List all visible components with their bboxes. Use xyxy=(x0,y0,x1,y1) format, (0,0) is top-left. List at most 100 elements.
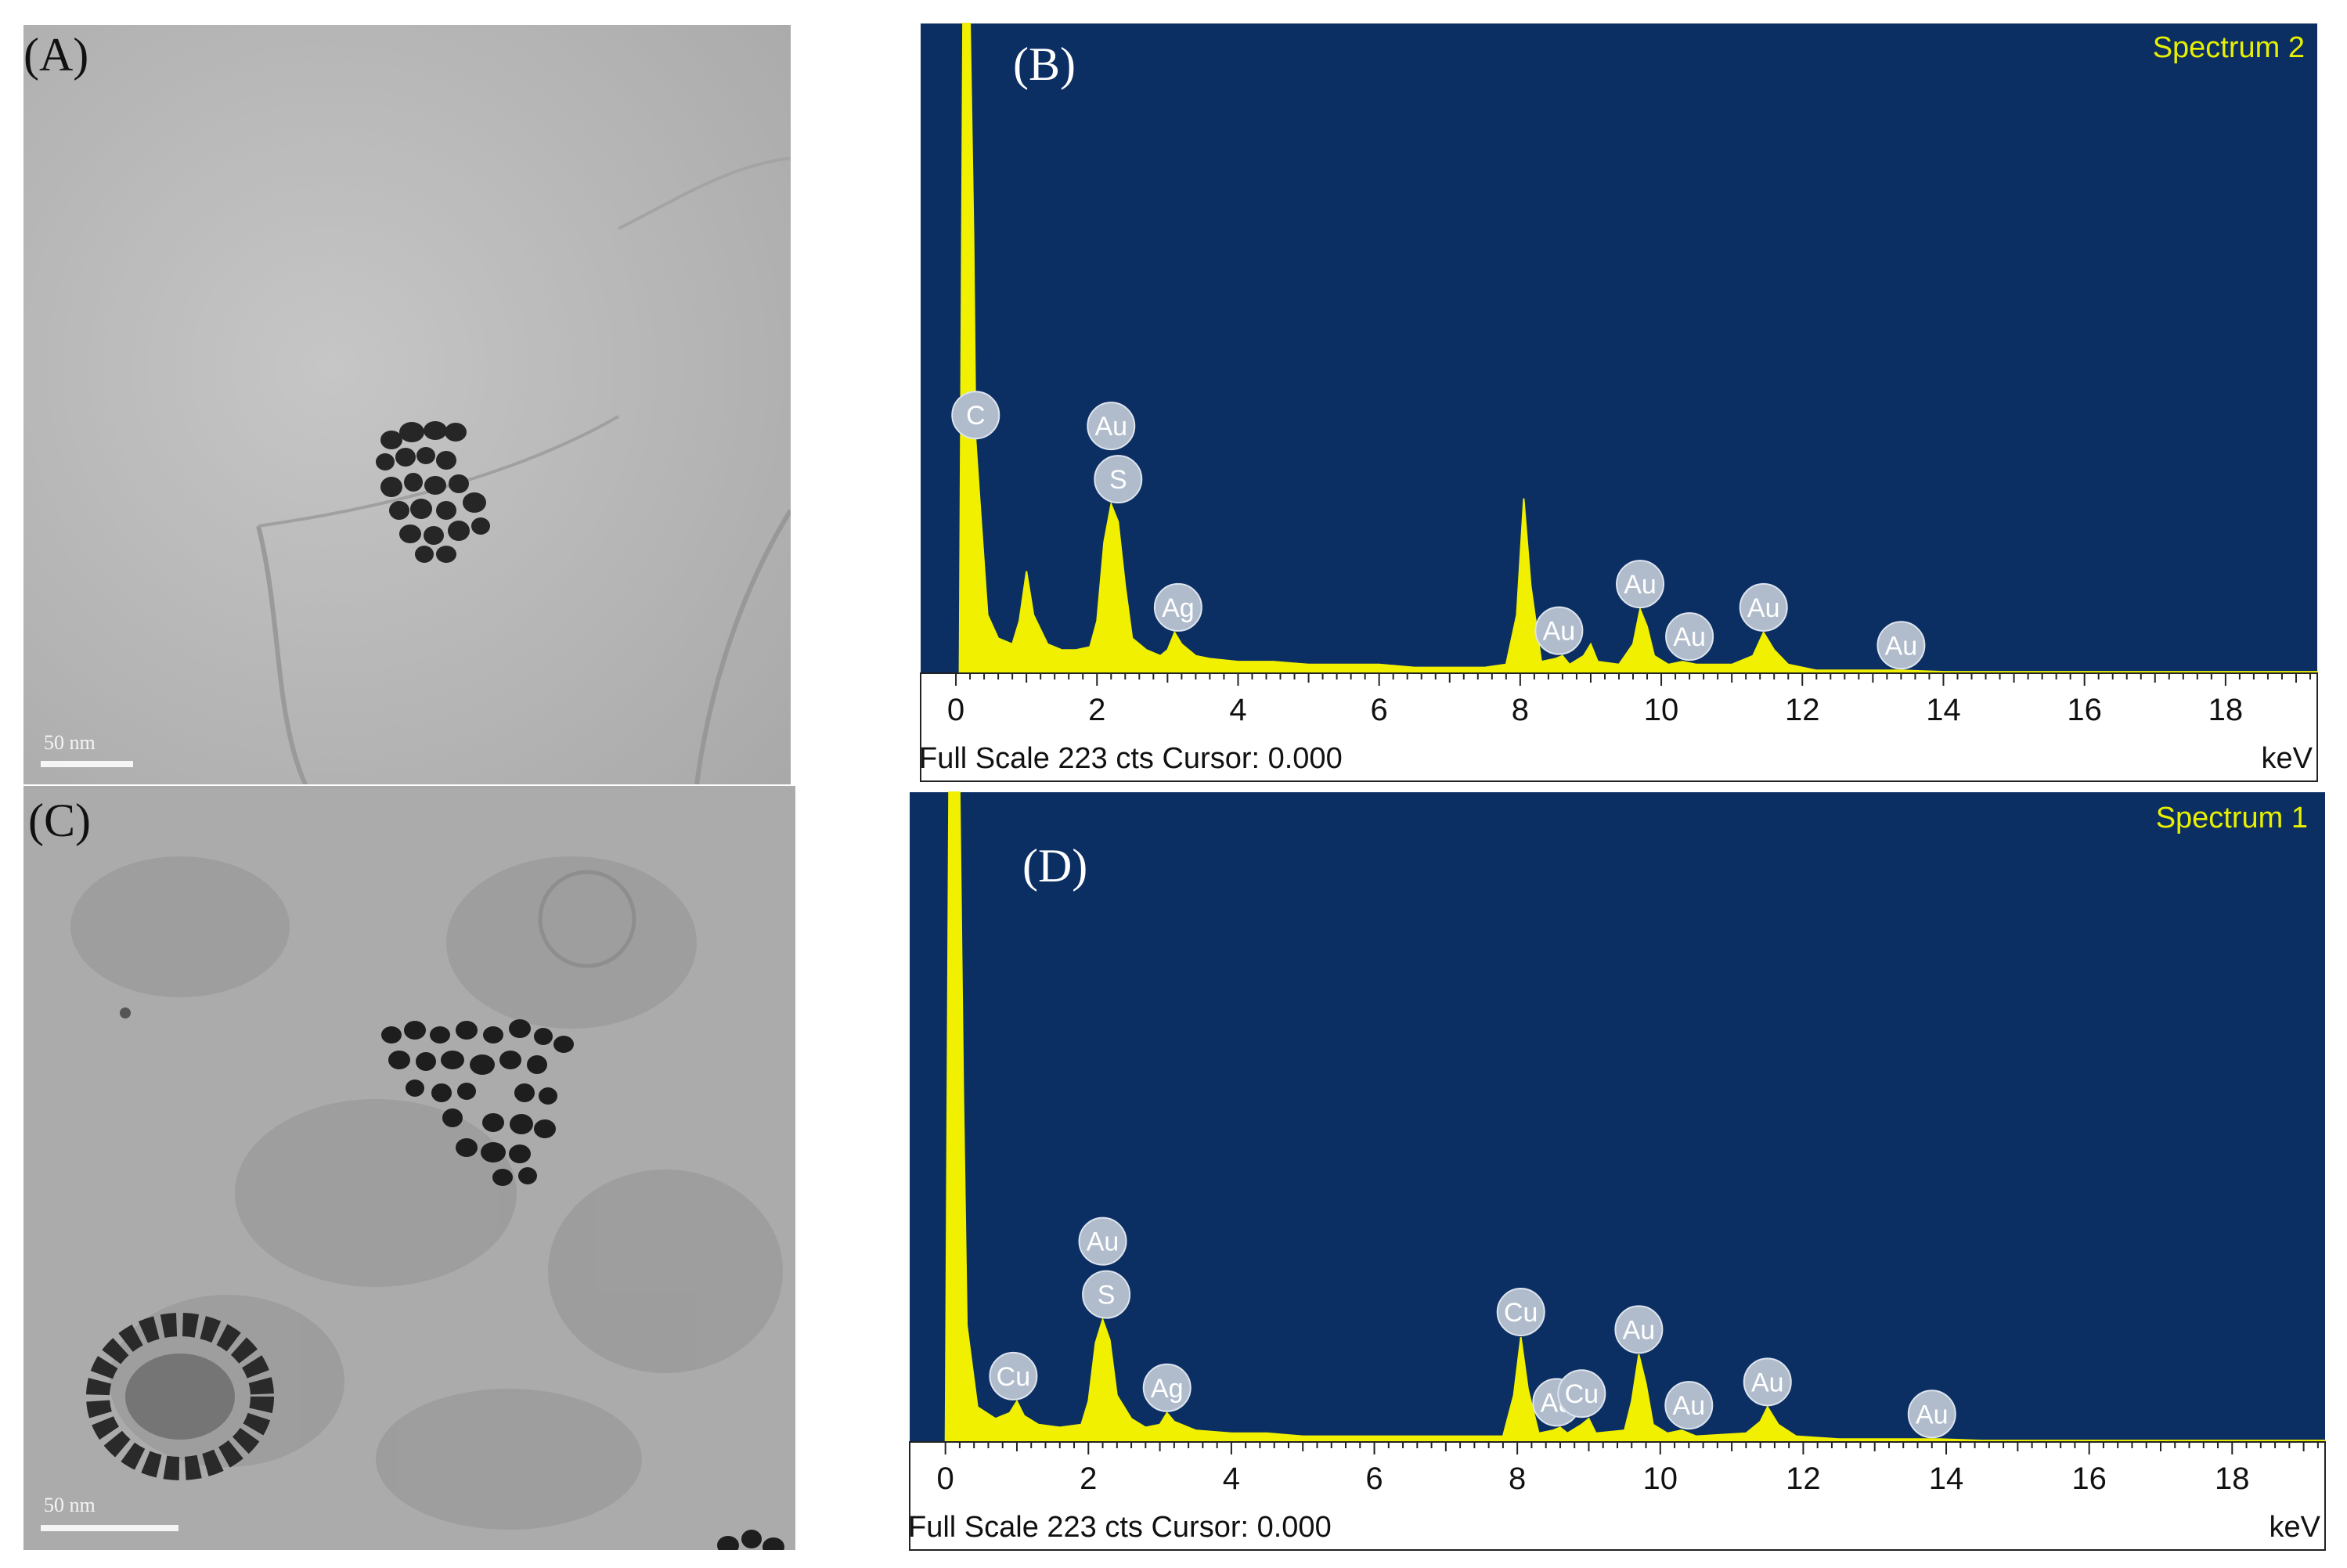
x-tick-label-d: 2 xyxy=(1080,1462,1097,1496)
tem-micrograph-c xyxy=(23,786,795,1550)
peak-bubble-d xyxy=(1142,1363,1192,1412)
peak-element-text-b: Au xyxy=(1543,617,1576,647)
peak-element-text-b: S xyxy=(1109,465,1127,495)
x-tick-label-b: 2 xyxy=(1088,693,1105,727)
peak-label-ag-d: Ag xyxy=(1142,1363,1192,1412)
peak-element-text-d: Cu xyxy=(1504,1298,1538,1328)
peak-label-cu-d: Cu xyxy=(1496,1288,1545,1337)
peak-label-au-b: Au xyxy=(1739,582,1788,632)
peak-label-au-d: Au xyxy=(1907,1390,1956,1439)
peak-bubble-b xyxy=(951,391,1000,440)
peak-element-text-b: Au xyxy=(1624,570,1657,600)
peak-label-c-b: C xyxy=(951,391,1000,440)
x-tick-label-d: 0 xyxy=(937,1462,954,1496)
peak-label-s-b: S xyxy=(1094,455,1143,504)
peak-label-au-b: Au xyxy=(1877,621,1926,670)
peak-element-text-d: Au xyxy=(1623,1315,1656,1345)
spectrum-title-d: Spectrum 1 xyxy=(2155,802,2308,834)
x-tick-label-b: 14 xyxy=(1926,693,1961,727)
x-tick-label-d: 16 xyxy=(2071,1462,2107,1496)
peak-bubble-d xyxy=(1082,1270,1131,1319)
spectrum-area-b xyxy=(956,23,2318,674)
x-tick-label-d: 10 xyxy=(1643,1462,1678,1496)
peak-bubble-b xyxy=(1877,621,1926,670)
x-axis-box-d xyxy=(909,1441,2326,1551)
scale-bar-label-c: 50 nm xyxy=(44,1494,96,1516)
peak-bubble-d xyxy=(1557,1369,1606,1418)
panel-label-a: (A) xyxy=(23,29,89,81)
scale-bar-label-a: 50 nm xyxy=(44,731,96,754)
peak-label-au-b: Au xyxy=(1534,606,1584,655)
x-tick-label-b: 12 xyxy=(1785,693,1820,727)
x-tick-label-b: 4 xyxy=(1229,693,1246,727)
x-tick-label-d: 4 xyxy=(1223,1462,1240,1496)
peak-element-text-d: Cu xyxy=(1565,1379,1599,1409)
peak-bubble-d xyxy=(1907,1390,1956,1439)
spectrum-area-d xyxy=(944,791,2326,1443)
peak-label-cu-d: Cu xyxy=(1557,1369,1606,1418)
x-tick-label-d: 14 xyxy=(1929,1462,1964,1496)
peak-element-text-d: Au xyxy=(1673,1391,1706,1421)
peak-element-text-b: Au xyxy=(1747,593,1780,623)
eds-spectrum-chart-b: 0 2 4 6 8 10 12 14 16 18 C S Au Ag Au Au Au Au Au xyxy=(920,23,2318,782)
peak-label-au-b: Au xyxy=(1087,402,1136,451)
peak-bubble-b xyxy=(1665,612,1714,661)
peak-element-text-b: Au xyxy=(1673,622,1706,652)
panel-label-c: (C) xyxy=(28,795,91,846)
x-tick-label-b: 18 xyxy=(2208,693,2244,727)
peak-element-text-d: Ag xyxy=(1151,1374,1184,1404)
peak-element-text-b: Au xyxy=(1094,412,1127,442)
plot-area-b xyxy=(921,23,2317,673)
x-unit-d: keV xyxy=(2269,1511,2320,1544)
peak-label-au-d: Au xyxy=(1743,1357,1792,1407)
peak-bubble-b xyxy=(1087,402,1136,451)
peak-label-ag-b: Ag xyxy=(1153,582,1202,632)
peak-bubble-d xyxy=(1496,1288,1545,1337)
peak-label-au-d: Au xyxy=(1078,1217,1127,1266)
footer-b: Full Scale 223 cts Cursor: 0.000 xyxy=(919,742,1343,775)
peak-bubble-b xyxy=(1739,582,1788,632)
peak-element-text-d: Au xyxy=(1916,1400,1949,1429)
peak-bubble-b xyxy=(1094,455,1143,504)
tem-image-a: 50 nm xyxy=(23,25,791,784)
eds-panel-d: 0 2 4 6 8 10 12 14 16 18 Cu S Au Ag Cu Au Cu Au Au Au Au (D)… xyxy=(908,791,2327,1555)
peak-bubble-d xyxy=(1614,1305,1664,1354)
peak-label-au-b: Au xyxy=(1665,612,1714,661)
peak-label-cu-d: Cu xyxy=(989,1351,1038,1400)
x-tick-label-d: 8 xyxy=(1509,1462,1526,1496)
peak-element-text-b: C xyxy=(966,401,986,431)
peak-label-au-d: Au xyxy=(1664,1381,1714,1430)
x-tick-label-b: 0 xyxy=(947,693,964,727)
x-tick-label-d: 12 xyxy=(1786,1462,1821,1496)
plot-area-d xyxy=(910,792,2325,1442)
x-tick-label-b: 16 xyxy=(2067,693,2102,727)
panel-label-b: (B) xyxy=(1013,38,1076,90)
peak-label-au-d: Au xyxy=(1614,1305,1664,1354)
peak-bubble-b xyxy=(1153,582,1202,632)
scale-bar-a xyxy=(41,761,133,767)
peak-bubble-d xyxy=(1078,1217,1127,1266)
spectrum-title-b: Spectrum 2 xyxy=(2152,31,2305,64)
x-tick-label-b: 6 xyxy=(1371,693,1388,727)
tem-micrograph-a xyxy=(23,25,791,784)
peak-element-text-d: Au xyxy=(1087,1227,1119,1257)
tem-image-c: 50 nm xyxy=(23,786,795,1550)
peak-bubble-d xyxy=(1664,1381,1714,1430)
footer-d: Full Scale 223 cts Cursor: 0.000 xyxy=(908,1511,1332,1544)
peak-element-text-b: Au xyxy=(1885,631,1918,661)
x-tick-label-d: 6 xyxy=(1365,1462,1383,1496)
x-tick-label-b: 8 xyxy=(1512,693,1529,727)
peak-bubble-b xyxy=(1616,560,1665,609)
peak-bubble-d xyxy=(1743,1357,1792,1407)
peak-label-s-d: S xyxy=(1082,1270,1131,1319)
scale-bar-c xyxy=(41,1525,178,1531)
x-unit-b: keV xyxy=(2261,742,2313,775)
eds-panel-b: 0 2 4 6 8 10 12 14 16 18 C S Au Ag Au Au Au Au Au (B) Spec… xyxy=(919,22,2319,784)
peak-element-text-d: Cu xyxy=(997,1362,1030,1392)
peak-bubble-d xyxy=(989,1351,1038,1400)
x-tick-label-b: 10 xyxy=(1644,693,1679,727)
peak-element-text-b: Ag xyxy=(1162,593,1195,623)
peak-element-text-d: S xyxy=(1098,1281,1116,1310)
peak-bubble-b xyxy=(1534,606,1584,655)
